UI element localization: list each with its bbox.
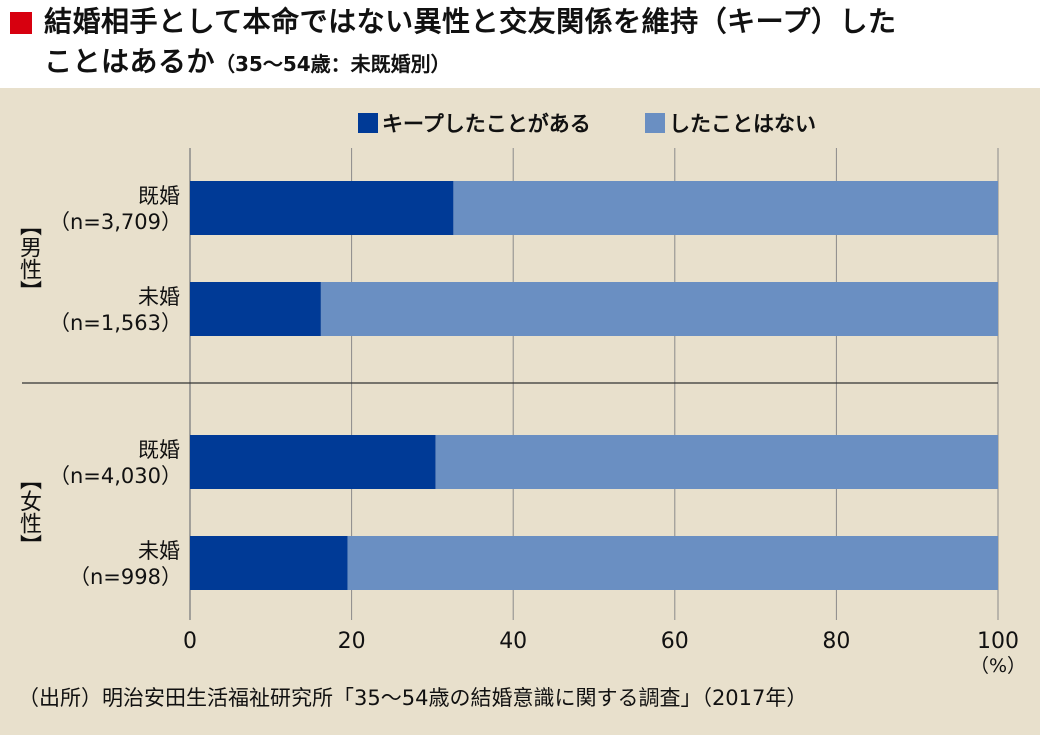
group-label: 【男性】 — [16, 214, 42, 302]
legend: キープしたことがある したことはない — [358, 112, 816, 136]
x-tick-label: 80 — [822, 629, 850, 654]
category-n-label: （n=1,563） — [49, 311, 182, 335]
category-n-label: （n=3,709） — [49, 210, 182, 234]
category-label: 未婚 — [138, 285, 180, 309]
title-line1: 結婚相手として本命ではない異性と交友関係を維持（キープ）した — [44, 5, 897, 38]
bars — [190, 181, 999, 590]
group-label: 【女性】 — [16, 468, 42, 556]
legend-swatch — [358, 113, 378, 133]
bar-not-kept — [320, 282, 998, 336]
bar-not-kept — [347, 536, 998, 590]
bar-kept — [190, 282, 321, 336]
x-tick-label: 100 — [977, 629, 1019, 654]
chart-title: 結婚相手として本命ではない異性と交友関係を維持（キープ）した ことはあるか（35… — [44, 2, 896, 84]
category-label: 既婚 — [138, 438, 180, 462]
x-tick-label: 40 — [499, 629, 527, 654]
title-line2: ことはあるか — [44, 45, 216, 78]
x-axis-unit: （%） — [970, 655, 1026, 677]
bar-not-kept — [453, 181, 999, 235]
title-subtitle: （35〜54歳：未既婚別） — [215, 52, 451, 76]
bar-not-kept — [435, 435, 999, 489]
x-tick-label: 20 — [338, 629, 366, 654]
bar-kept — [190, 435, 436, 489]
source-note: （出所）明治安田生活福祉研究所「35〜54歳の結婚意識に関する調査」（2017年… — [18, 686, 808, 710]
labels: 0 20 40 60 80 100（%）既婚（n=3,709）未婚（n=1,563）【男性… — [16, 184, 1026, 677]
header: 結婚相手として本命ではない異性と交友関係を維持（キープ）した ことはあるか（35… — [0, 0, 1040, 88]
bar-kept — [190, 181, 454, 235]
bar-kept — [190, 536, 348, 590]
legend-label: したことはない — [669, 112, 816, 136]
legend-label: キープしたことがある — [382, 112, 591, 136]
category-n-label: （n=998） — [69, 565, 182, 589]
title-marker — [10, 12, 32, 34]
x-tick-label: 0 — [183, 629, 197, 654]
category-n-label: （n=4,030） — [49, 464, 182, 488]
category-label: 未婚 — [138, 539, 180, 563]
category-label: 既婚 — [138, 184, 180, 208]
x-tick-label: 60 — [661, 629, 689, 654]
legend-swatch — [645, 113, 665, 133]
